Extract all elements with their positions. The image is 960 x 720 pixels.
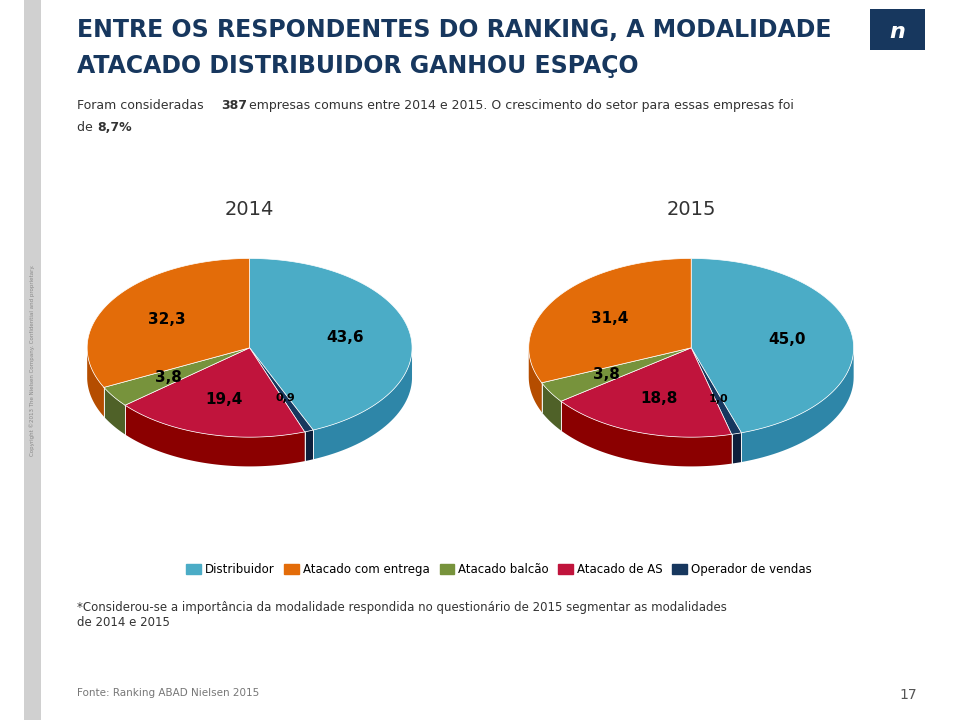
Polygon shape [104,387,125,434]
Text: ATACADO DISTRIBUIDOR GANHOU ESPAÇO: ATACADO DISTRIBUIDOR GANHOU ESPAÇO [77,54,638,78]
Text: Copyright ©2013 The Nielsen Company. Confidential and proprietary.: Copyright ©2013 The Nielsen Company. Con… [30,264,36,456]
Polygon shape [313,350,412,459]
Text: 43,6: 43,6 [326,330,364,345]
Polygon shape [529,258,691,383]
Text: 31,4: 31,4 [591,311,629,325]
Polygon shape [87,350,104,417]
Text: 3,8: 3,8 [593,367,620,382]
Polygon shape [125,348,304,437]
Title: 2015: 2015 [666,200,716,219]
Polygon shape [87,258,250,387]
Polygon shape [732,433,741,464]
Text: 8,7%: 8,7% [97,121,132,134]
Text: 17: 17 [900,688,917,702]
Polygon shape [561,348,732,437]
Polygon shape [304,430,313,461]
Text: 19,4: 19,4 [205,392,243,407]
Polygon shape [561,401,732,467]
Text: n: n [890,22,905,42]
Text: 45,0: 45,0 [769,332,806,347]
Polygon shape [691,348,741,434]
Text: Foram consideradas: Foram consideradas [77,99,207,112]
Text: 18,8: 18,8 [640,391,678,406]
Polygon shape [541,383,561,431]
Text: *Considerou-se a importância da modalidade respondida no questionário de 2015 se: *Considerou-se a importância da modalida… [77,601,727,629]
Text: 387: 387 [221,99,247,112]
Text: 1,0: 1,0 [708,395,729,405]
Polygon shape [741,348,853,462]
Text: 0,9: 0,9 [276,392,295,402]
Text: 3,8: 3,8 [155,369,181,384]
Polygon shape [529,348,541,412]
Polygon shape [104,348,250,405]
Text: empresas comuns entre 2014 e 2015. O crescimento do setor para essas empresas fo: empresas comuns entre 2014 e 2015. O cre… [245,99,794,112]
Polygon shape [250,348,313,432]
Polygon shape [541,348,691,401]
Title: 2014: 2014 [225,200,275,219]
Polygon shape [125,405,304,467]
Polygon shape [691,258,853,433]
Text: de: de [77,121,97,134]
Text: ENTRE OS RESPONDENTES DO RANKING, A MODALIDADE: ENTRE OS RESPONDENTES DO RANKING, A MODA… [77,18,831,42]
Polygon shape [250,258,412,430]
Legend: Distribuidor, Atacado com entrega, Atacado balcão, Atacado de AS, Operador de ve: Distribuidor, Atacado com entrega, Ataca… [181,559,817,581]
Text: 32,3: 32,3 [148,312,185,327]
Text: Fonte: Ranking ABAD Nielsen 2015: Fonte: Ranking ABAD Nielsen 2015 [77,688,259,698]
